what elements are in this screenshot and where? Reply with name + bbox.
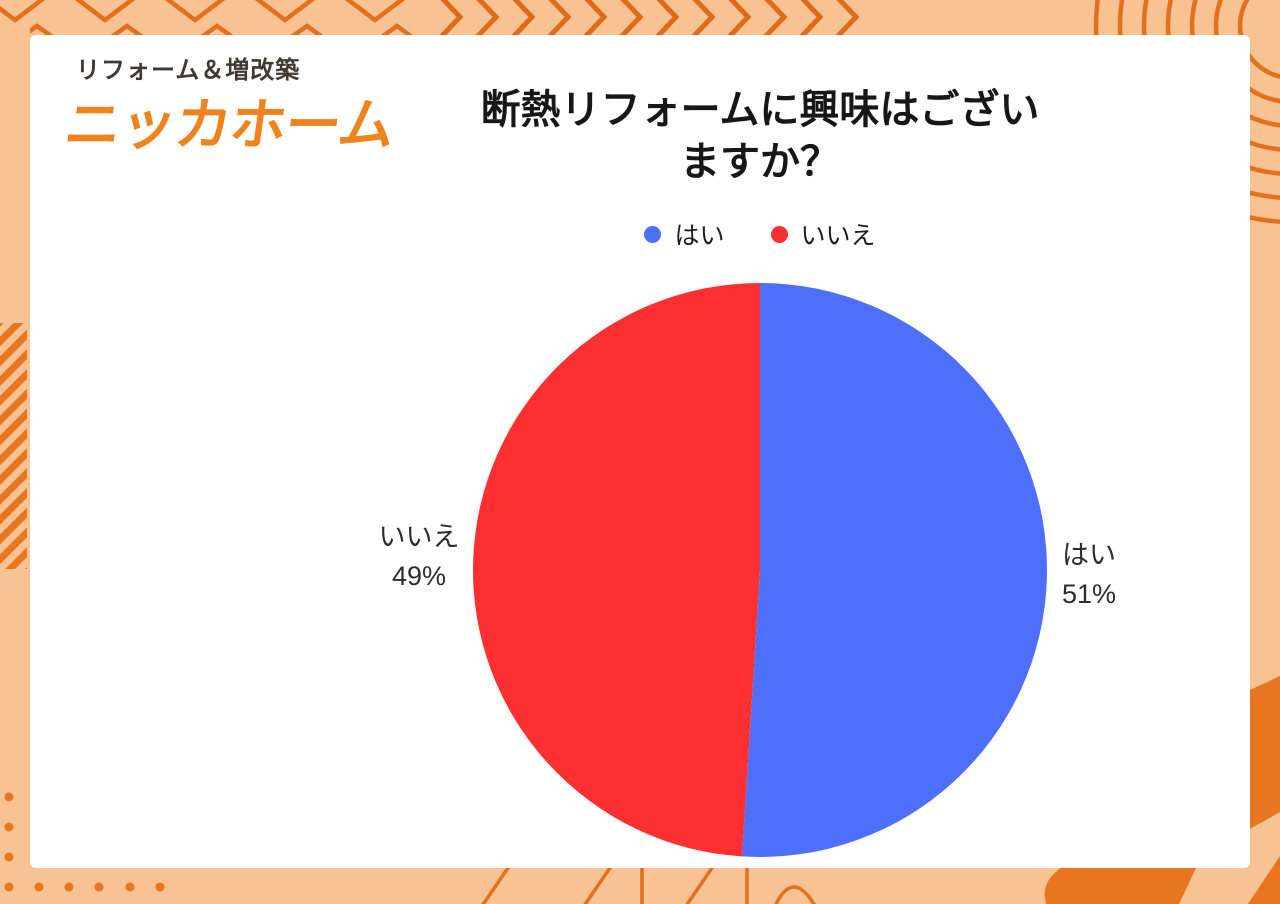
legend-label-yes: はい [674, 222, 725, 250]
chart-title-line-1: 断熱リフォームに興味はござい [480, 88, 1040, 132]
stripe-band [0, 323, 27, 569]
slice-label-yes-name: はい [1062, 540, 1116, 570]
slice-label-no-value: 49% [391, 561, 447, 592]
chart-title: 断熱リフォームに興味はござい ますか？ [360, 84, 1160, 188]
logo-brand: ニッカホーム [61, 93, 399, 156]
legend-item-no: いいえ [770, 216, 876, 252]
legend-label-no: いいえ [800, 222, 876, 250]
dot-pattern [4, 792, 165, 892]
pie-slice-no [473, 283, 760, 857]
bottom-line-pattern [481, 861, 816, 904]
legend-swatch-yes-icon [644, 225, 662, 243]
chart-title-line-2: ますか？ [680, 140, 840, 184]
legend-swatch-no-icon [770, 225, 788, 243]
pie-slice-yes [741, 283, 1048, 857]
slice-label-yes: はい 51% [1047, 536, 1131, 614]
legend-item-yes: はい [644, 216, 725, 252]
chart-legend: はい いいえ [360, 216, 1160, 252]
slice-label-no-name: いいえ [378, 522, 460, 552]
corner-solid-shapes [1044, 676, 1280, 904]
chevron-right-pattern [438, 0, 860, 40]
concentric-arcs-pattern [1093, 0, 1280, 224]
pie-chart [473, 283, 1048, 857]
slice-label-no: いいえ 49% [372, 518, 466, 596]
logo-tagline: リフォーム＆増改築 [76, 57, 301, 84]
slice-label-yes-value: 51% [1061, 579, 1117, 610]
